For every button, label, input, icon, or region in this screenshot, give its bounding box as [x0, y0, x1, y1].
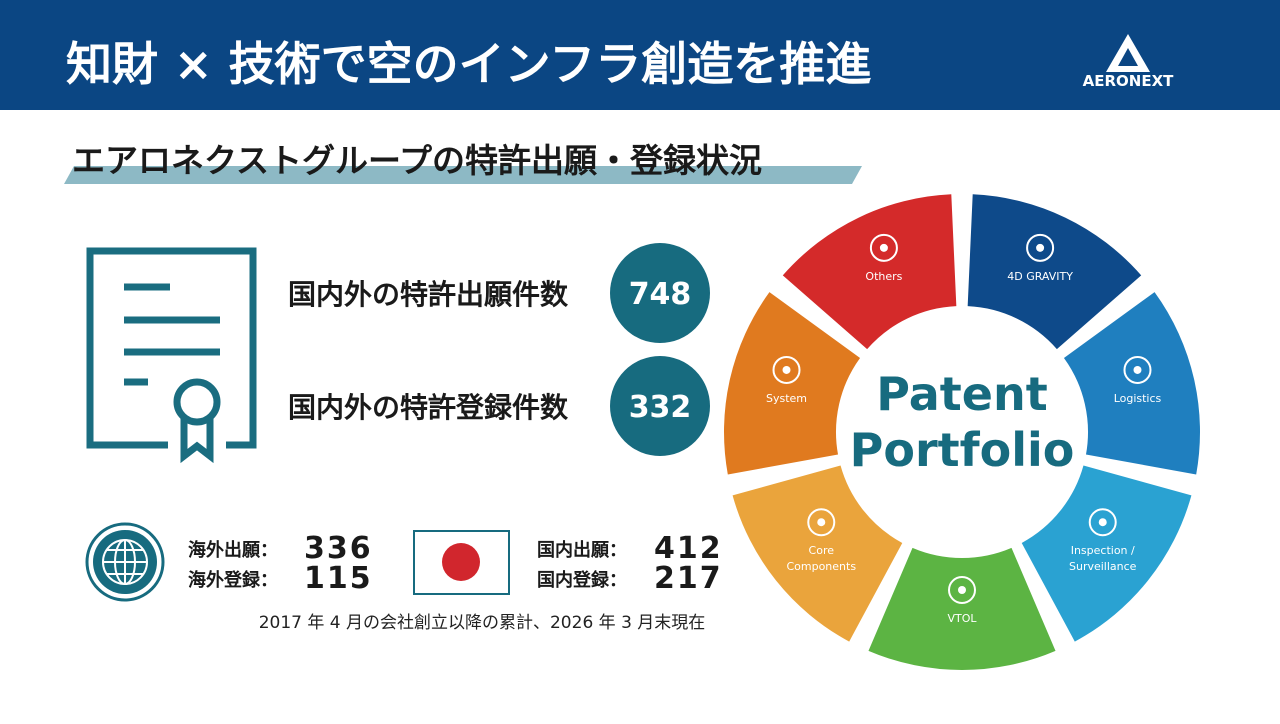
wheel-center: Patent — [876, 367, 1047, 421]
segment-icon-dot — [817, 518, 826, 527]
logo-text: AERONEXT — [1083, 72, 1175, 90]
segment-icon-dot — [958, 586, 966, 594]
flag-sun — [442, 543, 480, 581]
stat-label: 国内外の特許出願件数 — [288, 278, 569, 311]
portfolio-segment — [868, 547, 1056, 670]
count-label: 海外登録： — [188, 569, 278, 591]
stat-badge — [610, 243, 710, 343]
segment-icon-dot — [782, 365, 791, 374]
stat-value: 748 — [629, 277, 692, 312]
wheel-center: Portfolio — [850, 423, 1075, 477]
stat-value: 332 — [629, 390, 692, 425]
segment-label: System — [766, 392, 807, 405]
portfolio-segment — [967, 194, 1142, 350]
segment-label: Surveillance — [1069, 560, 1137, 573]
segment-icon — [772, 355, 801, 384]
segment-label: Others — [865, 270, 902, 283]
segment-icon — [807, 508, 836, 537]
segment-icon-dot — [1036, 243, 1045, 252]
segment-icon-dot — [1133, 365, 1142, 374]
stat-label: 国内外の特許登録件数 — [288, 391, 569, 424]
header-bar — [0, 0, 1280, 110]
segment-label: VTOL — [947, 612, 977, 625]
logo-mark — [1106, 34, 1150, 72]
portfolio-segment — [782, 194, 957, 350]
segment-icon — [948, 576, 976, 604]
segment-icon-dot — [879, 243, 888, 252]
segment-label: Components — [786, 560, 856, 573]
segment-icon — [1123, 355, 1152, 384]
globe-lines — [102, 539, 148, 585]
count-label: 国内出願： — [537, 539, 627, 561]
segment-icon — [1026, 233, 1055, 262]
segment-icon — [1088, 508, 1117, 537]
count-label: 海外出願： — [188, 539, 278, 561]
segment-label: Inspection / — [1071, 544, 1135, 557]
segment-label: 4D GRAVITY — [1007, 270, 1073, 283]
portfolio-segment — [1021, 465, 1192, 642]
subtitle: エアロネクストグループの特許出願・登録状況 — [72, 141, 762, 180]
count-value: 217 — [654, 561, 723, 596]
note: 2017 年 4 月の会社創立以降の累計、2026 年 3 月末現在 — [259, 613, 706, 633]
document-icon — [86, 247, 257, 464]
count-label: 国内登録： — [537, 569, 627, 591]
subtitle-highlight — [64, 166, 862, 184]
count-value: 115 — [304, 561, 373, 596]
portfolio-segment — [724, 292, 861, 475]
count-value: 336 — [304, 531, 373, 566]
portfolio-segment — [1063, 292, 1200, 475]
segment-label: Core — [809, 544, 835, 557]
segment-icon — [869, 233, 898, 262]
stat-badge — [610, 356, 710, 456]
segment-label: Logistics — [1114, 392, 1162, 405]
count-value: 412 — [654, 531, 723, 566]
title: 知財 × 技術で空のインフラ創造を推進 — [66, 37, 871, 91]
portfolio-segment — [732, 465, 903, 642]
segment-icon-dot — [1098, 518, 1107, 527]
